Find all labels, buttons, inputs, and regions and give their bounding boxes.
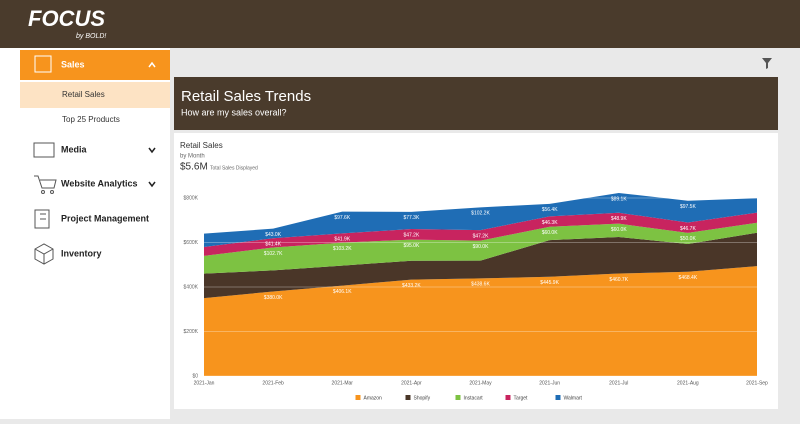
area	[204, 192, 757, 247]
data-label: $438.6K	[471, 282, 490, 288]
data-label: $103.2K	[333, 246, 352, 252]
legend-swatch	[405, 395, 411, 400]
data-label: $460.7K	[609, 277, 628, 283]
logo[interactable]: FOCUS	[28, 6, 105, 31]
page-title: Retail Sales Trends	[181, 88, 311, 105]
y-tick-label: $800K	[184, 195, 199, 201]
chevron[interactable]	[148, 181, 156, 188]
sidebar	[0, 48, 170, 419]
filter-icon[interactable]	[762, 58, 772, 69]
menu-item[interactable]: Sales	[61, 59, 85, 69]
data-label: $77.3K	[403, 215, 420, 221]
data-label: $445.9K	[540, 280, 559, 286]
chart-subtitle: by Month	[180, 154, 205, 160]
x-tick-label: 2021-Jul	[609, 380, 628, 386]
menu-icons	[33, 55, 57, 265]
header-bar	[0, 0, 800, 48]
x-tick-label: 2021-Jun	[539, 380, 560, 386]
data-label: $97.5K	[680, 204, 697, 210]
area	[204, 266, 757, 376]
data-label: $50.0K	[680, 236, 697, 242]
data-label: $90.0K	[473, 244, 490, 250]
menu-item[interactable]: Website Analytics	[61, 178, 138, 188]
legend-label: Instacart	[464, 395, 484, 401]
legend-label: Walmart	[564, 395, 583, 401]
data-label: $89.1K	[611, 196, 628, 202]
plot: $380.0K $406.1K $433.2K $438.6K $445.9K $460.…	[180, 192, 768, 401]
area	[204, 212, 757, 256]
data-label: $46.3K	[542, 220, 559, 226]
data-label: $380.0K	[264, 295, 283, 301]
data-label: $95.0K	[403, 243, 420, 249]
data-label: $47.2K	[473, 233, 490, 239]
legend-swatch	[505, 395, 511, 400]
legend-label: Target	[514, 395, 529, 401]
chart-total: $5.6M	[180, 162, 208, 173]
title-panel	[174, 77, 778, 130]
legend-label: Amazon	[364, 395, 383, 401]
data-label: $406.1K	[333, 289, 352, 295]
chevron[interactable]	[148, 61, 156, 68]
x-tick-label: 2021-Apr	[401, 380, 422, 386]
data-label: $60.0K	[542, 230, 559, 236]
data-label: $56.4K	[542, 207, 559, 213]
x-tick-label: 2021-Mar	[332, 380, 354, 386]
data-label: $41.9K	[334, 237, 351, 243]
legend-swatch	[455, 395, 461, 400]
legend-swatch	[555, 395, 561, 400]
data-label: $433.2K	[402, 283, 421, 289]
data-label: $102.7K	[264, 251, 283, 257]
page-subtitle: How are my sales overall?	[181, 107, 287, 117]
y-tick-label: $600K	[184, 240, 199, 246]
area	[204, 222, 757, 274]
x-tick-label: 2021-Aug	[677, 380, 699, 386]
menu-active[interactable]	[20, 50, 170, 80]
data-label: $60.0K	[611, 227, 628, 233]
submenu-item[interactable]: Retail Sales	[62, 90, 105, 99]
data-label: $41.4K	[265, 242, 282, 248]
submenu-item[interactable]: Top 25 Products	[62, 115, 120, 124]
menu-item[interactable]: Inventory	[61, 248, 102, 258]
data-label: $43.0K	[265, 232, 282, 238]
data-label: $97.6K	[334, 215, 351, 221]
area	[204, 232, 757, 299]
chevron[interactable]	[148, 147, 156, 154]
data-label: $468.4K	[679, 275, 698, 281]
data-label: $48.9K	[611, 216, 628, 222]
submenu-active[interactable]	[20, 82, 170, 108]
x-tick-label: 2021-Sep	[746, 380, 768, 386]
y-tick-label: $200K	[184, 329, 199, 335]
x-tick-label: 2021-Jan	[194, 380, 215, 386]
menu-item[interactable]: Project Management	[61, 213, 149, 223]
legend-swatch	[355, 395, 361, 400]
legend-label: Shopify	[414, 395, 431, 401]
data-label: $46.7K	[680, 226, 697, 232]
menu-item[interactable]: Media	[61, 144, 88, 154]
data-label: $47.2K	[403, 232, 420, 238]
logo-sub: by BOLD!	[76, 33, 106, 40]
x-tick-label: 2021-Feb	[262, 380, 284, 386]
chart-title: Retail Sales	[180, 141, 223, 150]
data-label: $102.2K	[471, 211, 490, 217]
x-tick-label: 2021-May	[469, 380, 492, 386]
y-tick-label: $400K	[184, 284, 199, 290]
chart-total-note: Total Sales Displayed	[210, 165, 258, 171]
y-tick-label: $0	[192, 373, 198, 379]
